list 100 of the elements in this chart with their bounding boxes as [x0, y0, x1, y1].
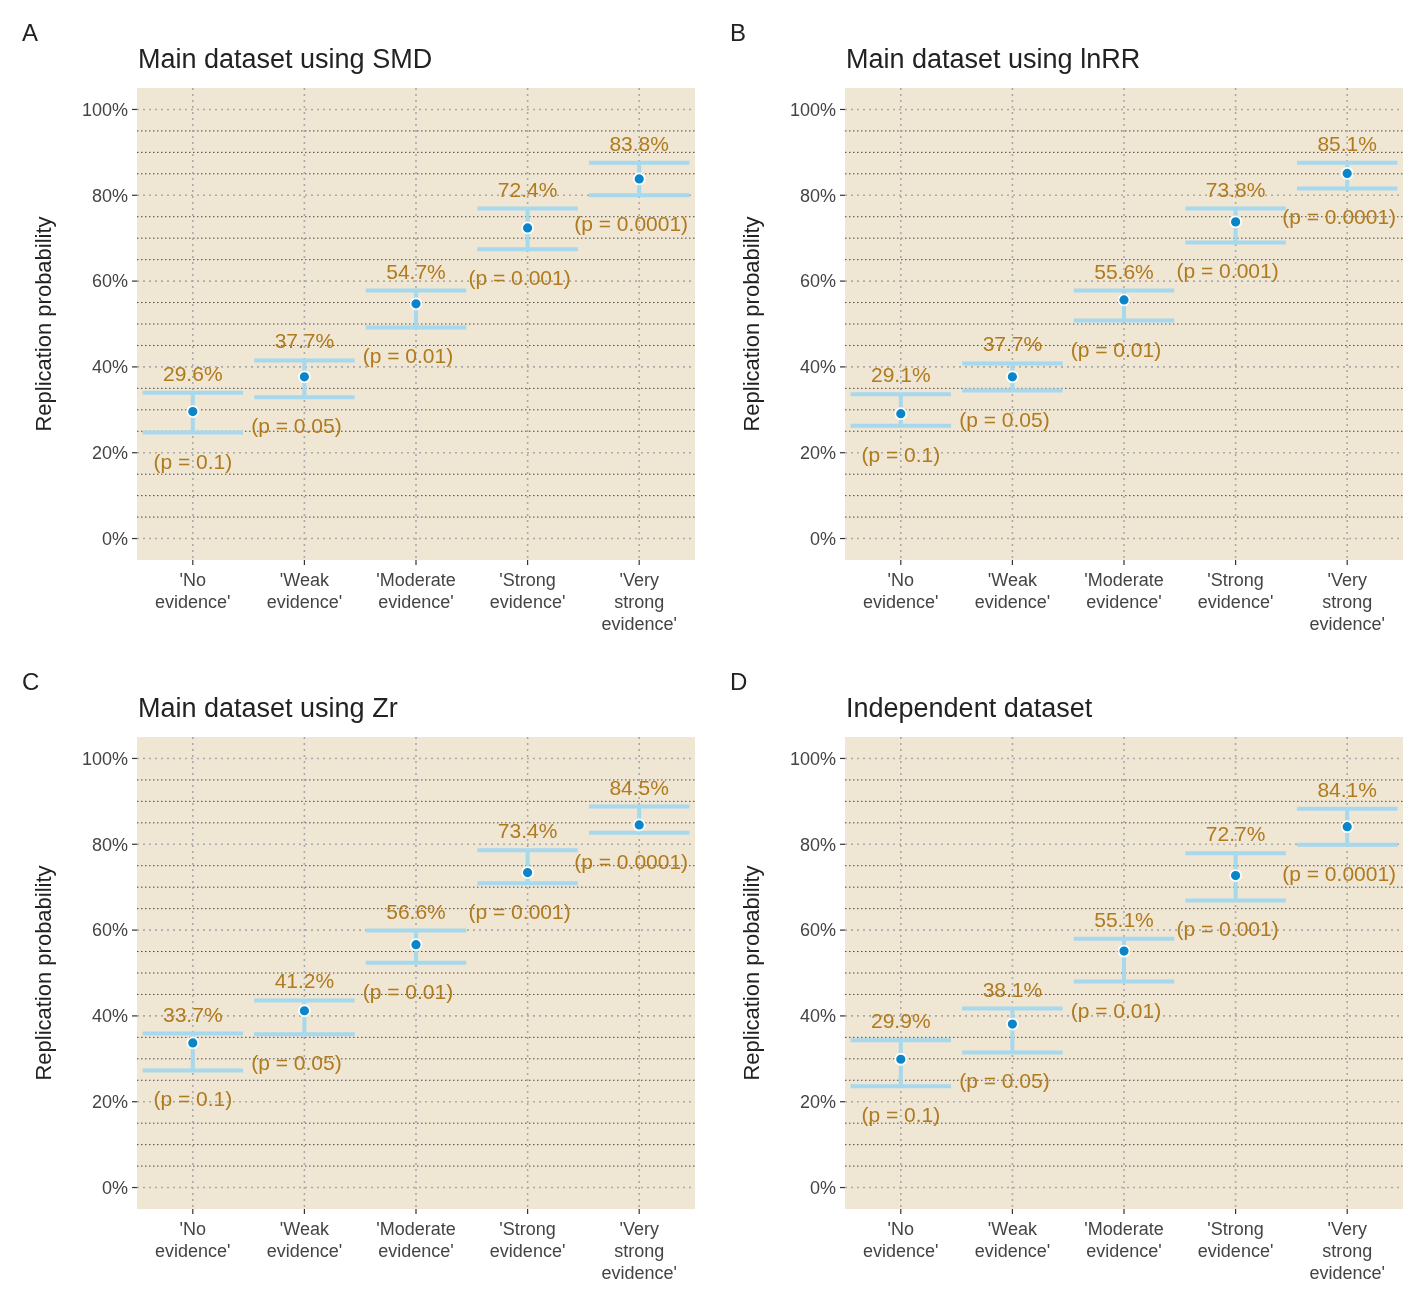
data-label: 55.1% [1094, 907, 1154, 931]
text: B [730, 19, 747, 46]
annotation: (p = 0.0001) [574, 849, 689, 873]
data-label: 55.6% [1094, 259, 1154, 283]
x-tick-label: 'Weak evidence' [266, 570, 343, 612]
y-axis-title: Replication probability [739, 216, 764, 432]
data-label: 33.7% [163, 1002, 223, 1026]
x-tick-label: 'Moderate evidence' [1084, 570, 1164, 612]
annotation: (p = 0.1) [153, 1087, 233, 1111]
y-tick-label: 0% [809, 1177, 836, 1198]
annotation: (p = 0.001) [1176, 259, 1279, 283]
data-label: 54.7% [386, 259, 446, 283]
x-tick-label: 'Strong evidence' [1197, 1219, 1274, 1261]
x-tick-label: 'Moderate evidence' [376, 570, 456, 612]
y-axis-title: Replication probability [31, 865, 56, 1081]
data-label: 37.7% [982, 332, 1043, 356]
text: D [730, 668, 748, 695]
y-tick-label: 60% [91, 271, 128, 292]
x-tick-label: 'Weak evidence' [974, 570, 1051, 612]
x-tick-label: 'No evidence' [863, 1219, 939, 1261]
annotation: (p = 0.01) [1070, 337, 1162, 361]
y-tick-label: 0% [809, 528, 836, 549]
x-tick-label: 'Moderate evidence' [1084, 1219, 1164, 1261]
annotation: (p = 0.0001) [574, 212, 689, 236]
annotation: (p = 0.05) [251, 1051, 342, 1075]
y-tick-label: 20% [91, 1092, 128, 1113]
data-label: 29.6% [163, 361, 223, 385]
point [1117, 293, 1131, 307]
y-axis-title: Replication probability [31, 216, 56, 432]
y-tick-label: 40% [799, 1006, 836, 1027]
x-tick-label: 'No evidence' [155, 570, 231, 612]
data-label: 84.1% [1317, 777, 1377, 801]
y-tick-label: 40% [91, 1006, 128, 1027]
chart-title: Main dataset using SMD [138, 44, 433, 74]
annotation: (p = 0.01) [1070, 998, 1162, 1022]
text: A [22, 19, 39, 46]
x-tick-label: 'Very strong evidence' [1309, 570, 1385, 634]
y-tick-label: 20% [91, 443, 128, 464]
annotation: (p = 0.001) [468, 266, 571, 290]
x-tick-label: 'Moderate evidence' [376, 1219, 456, 1261]
annotation: (p = 0.01) [362, 979, 454, 1003]
data-label: 38.1% [982, 977, 1043, 1001]
data-label: 56.6% [386, 899, 446, 923]
y-tick-label: 0% [101, 1177, 128, 1198]
data-label: 41.2% [274, 969, 335, 993]
x-tick-label: 'No evidence' [155, 1219, 231, 1261]
annotation: (p = 0.01) [362, 344, 454, 368]
y-tick-label: 80% [91, 834, 128, 855]
y-tick-label: 20% [799, 1092, 836, 1113]
chart-title: Main dataset using Zr [138, 693, 398, 723]
annotation: (p = 0.001) [468, 900, 571, 924]
annotation: (p = 0.1) [861, 442, 941, 466]
data-label: 72.7% [1205, 822, 1266, 846]
point [409, 938, 423, 952]
x-tick-label: 'Strong evidence' [489, 1219, 566, 1261]
annotation: (p = 0.05) [959, 407, 1050, 431]
annotation: (p = 0.0001) [1282, 861, 1397, 885]
x-tick-label: 'No evidence' [863, 570, 939, 612]
y-tick-label: 60% [799, 920, 836, 941]
annotation: (p = 0.05) [959, 1069, 1050, 1093]
y-tick-label: 100% [81, 748, 128, 769]
y-tick-label: 60% [91, 920, 128, 941]
x-tick-label: 'Very strong evidence' [601, 570, 677, 634]
text: C [22, 668, 40, 695]
annotation: (p = 0.0001) [1282, 205, 1397, 229]
y-tick-label: 40% [799, 357, 836, 378]
x-tick-label: 'Weak evidence' [266, 1219, 343, 1261]
annotation: (p = 0.001) [1176, 917, 1279, 941]
x-tick-label: 'Strong evidence' [489, 570, 566, 612]
y-tick-label: 60% [799, 271, 836, 292]
data-label: 29.9% [871, 1009, 931, 1033]
x-tick-label: 'Very strong evidence' [601, 1219, 677, 1283]
x-tick-label: 'Very strong evidence' [1309, 1219, 1385, 1283]
chart-title: Independent dataset [846, 693, 1093, 723]
point [409, 297, 423, 311]
data-label: 83.8% [609, 131, 669, 155]
y-tick-label: 100% [81, 99, 128, 120]
data-label: 37.7% [274, 329, 335, 353]
data-label: 73.4% [497, 819, 558, 843]
y-tick-label: 100% [789, 748, 836, 769]
data-label: 73.8% [1205, 177, 1266, 201]
point [1117, 944, 1131, 958]
y-tick-label: 80% [799, 834, 836, 855]
x-tick-label: 'Weak evidence' [974, 1219, 1051, 1261]
y-tick-label: 0% [101, 528, 128, 549]
y-tick-label: 100% [789, 99, 836, 120]
data-label: 72.4% [497, 177, 558, 201]
annotation: (p = 0.1) [153, 449, 233, 473]
data-label: 85.1% [1317, 131, 1377, 155]
x-tick-label: 'Strong evidence' [1197, 570, 1274, 612]
y-tick-label: 40% [91, 357, 128, 378]
y-tick-label: 20% [799, 443, 836, 464]
chart-title: Main dataset using lnRR [846, 44, 1141, 74]
data-label: 84.5% [609, 775, 669, 799]
y-axis-title: Replication probability [739, 865, 764, 1081]
data-label: 29.1% [871, 363, 931, 387]
annotation: (p = 0.05) [251, 414, 342, 438]
annotation: (p = 0.1) [861, 1103, 941, 1127]
y-tick-label: 80% [91, 185, 128, 206]
y-tick-label: 80% [799, 185, 836, 206]
